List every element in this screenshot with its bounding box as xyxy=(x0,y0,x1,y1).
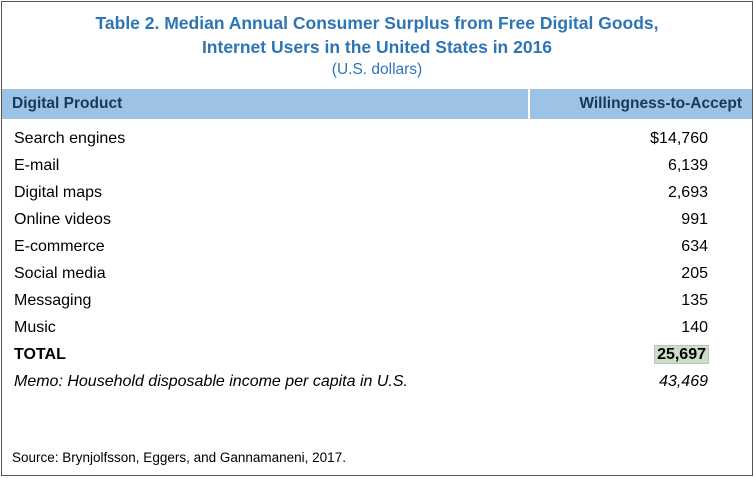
memo-row: Memo: Household disposable income per ca… xyxy=(2,368,752,395)
memo-label: Memo: Household disposable income per ca… xyxy=(14,373,408,390)
product-cell: Digital maps xyxy=(14,184,103,201)
value-cell: 140 xyxy=(681,319,708,336)
source-citation: Source: Brynjolfsson, Eggers, and Gannam… xyxy=(12,450,346,465)
value-cell: 205 xyxy=(681,265,708,282)
total-value-highlight: 25,697 xyxy=(654,345,709,364)
product-cell: Social media xyxy=(14,265,106,282)
product-cell: Search engines xyxy=(14,130,126,147)
value-cell: 6,139 xyxy=(667,157,708,174)
value-cell: 991 xyxy=(681,211,708,228)
product-cell: Messaging xyxy=(14,292,92,309)
table-title-line-1: Table 2. Median Annual Consumer Surplus … xyxy=(95,13,659,33)
table-title-line-2: Internet Users in the United States in 2… xyxy=(201,37,553,57)
table-body: Search engines $14,760 E-mail 6,139 Digi… xyxy=(2,119,752,395)
header-digital-product: Digital Product xyxy=(2,89,528,119)
value-cell: 2,693 xyxy=(667,184,708,201)
value-cell: 135 xyxy=(681,292,708,309)
product-cell: Online videos xyxy=(14,211,111,228)
total-row: TOTAL 25,697 xyxy=(2,341,752,368)
table-row: Music 140 xyxy=(2,314,752,341)
total-label: TOTAL xyxy=(14,346,66,363)
table-row: Online videos 991 xyxy=(2,206,752,233)
table-header-row: Digital Product Willingness-to-Accept xyxy=(2,89,752,119)
table-row: Social media 205 xyxy=(2,260,752,287)
table-row: Digital maps 2,693 xyxy=(2,179,752,206)
header-willingness-to-accept: Willingness-to-Accept xyxy=(530,89,752,119)
table-title-block: Table 2. Median Annual Consumer Surplus … xyxy=(2,2,752,89)
total-value-cell: 25,697 xyxy=(530,341,752,368)
table-row: Search engines $14,760 xyxy=(2,125,752,152)
memo-value-cell: 43,469 xyxy=(659,373,708,390)
table-row: E-commerce 634 xyxy=(2,233,752,260)
table-subtitle-units: (U.S. dollars) xyxy=(331,61,423,78)
table-row: E-mail 6,139 xyxy=(2,152,752,179)
product-cell: E-commerce xyxy=(14,238,105,255)
table-row: Messaging 135 xyxy=(2,287,752,314)
value-cell: $14,760 xyxy=(650,130,708,147)
product-cell: Music xyxy=(14,319,56,336)
value-cell: 634 xyxy=(681,238,708,255)
product-cell: E-mail xyxy=(14,157,60,174)
